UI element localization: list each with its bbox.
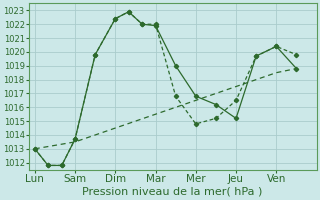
X-axis label: Pression niveau de la mer( hPa ): Pression niveau de la mer( hPa ) [83, 187, 263, 197]
